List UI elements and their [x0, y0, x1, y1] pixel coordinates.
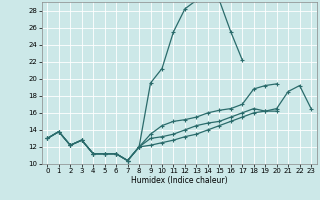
X-axis label: Humidex (Indice chaleur): Humidex (Indice chaleur)	[131, 176, 228, 185]
